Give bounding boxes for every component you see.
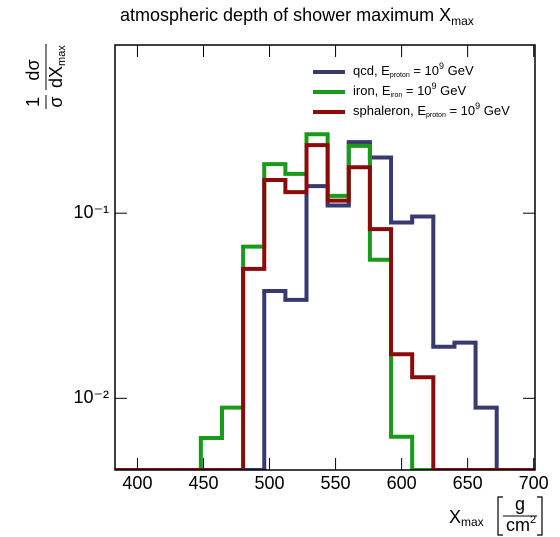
- y-label-denominator: σ: [46, 96, 66, 107]
- x-tick-label: 450: [188, 473, 218, 493]
- legend-text: qcd, E: [353, 63, 390, 78]
- legend-text: GeV: [437, 83, 467, 98]
- legend-entry: qcd, Eproton = 109 GeV: [353, 61, 474, 78]
- plot-frame: [114, 44, 536, 471]
- x-tick-label: 500: [255, 473, 285, 493]
- bracket: [537, 496, 543, 536]
- legend-text: 9: [439, 61, 444, 71]
- y-label-dx: dX: [46, 66, 66, 88]
- unit-denominator: cm2: [506, 514, 536, 535]
- legend-text: GeV: [444, 63, 474, 78]
- legend-text: proton: [390, 72, 410, 79]
- legend-text: proton: [426, 112, 446, 119]
- legend-entry: sphaleron, Eproton = 109 GeV: [353, 101, 510, 118]
- legend-text: = 10: [402, 83, 431, 98]
- x-tick-label: 400: [122, 473, 152, 493]
- unit-numerator: g: [515, 494, 525, 514]
- legend-text: 9: [475, 101, 480, 111]
- legend-text: 9: [432, 81, 437, 91]
- bracket: [497, 496, 503, 536]
- x-label-x: X: [449, 507, 461, 527]
- title-subscript: max: [451, 14, 474, 28]
- x-tick-label: 600: [387, 473, 417, 493]
- y-label-numerator: 1: [23, 97, 43, 107]
- legend-text: GeV: [480, 103, 510, 118]
- x-tick-label: 650: [453, 473, 483, 493]
- legend-text: = 10: [446, 103, 475, 118]
- legend-text: sphaleron, E: [353, 103, 426, 118]
- unit-power: 2: [530, 514, 536, 526]
- legend-text: iron, E: [353, 83, 391, 98]
- y-tick-label: 10⁻¹: [73, 202, 109, 222]
- x-axis-label: Xmax g cm2: [449, 494, 543, 536]
- y-label-d-denominator: dXmax: [46, 45, 68, 88]
- plot-area: [115, 132, 535, 470]
- chart-title: atmospheric depth of shower maximum Xmax: [120, 5, 474, 28]
- legend-text: iron: [391, 92, 403, 99]
- y-label-subscript: max: [56, 45, 68, 66]
- x-tick-label: 700: [519, 473, 549, 493]
- y-tick-label: 10⁻²: [73, 387, 109, 407]
- x-tick-label: 550: [321, 473, 351, 493]
- legend-text: = 10: [410, 63, 439, 78]
- y-label-d-numerator: dσ: [23, 59, 43, 80]
- unit-cm: cm: [506, 515, 530, 535]
- x-label-subscript: max: [461, 515, 484, 529]
- title-text: atmospheric depth of shower maximum X: [120, 5, 451, 25]
- legend-entry: iron, Eiron = 109 GeV: [353, 81, 467, 98]
- x-label-text: Xmax: [449, 507, 484, 529]
- y-axis-label: 1 σ dσ dXmax: [23, 44, 68, 109]
